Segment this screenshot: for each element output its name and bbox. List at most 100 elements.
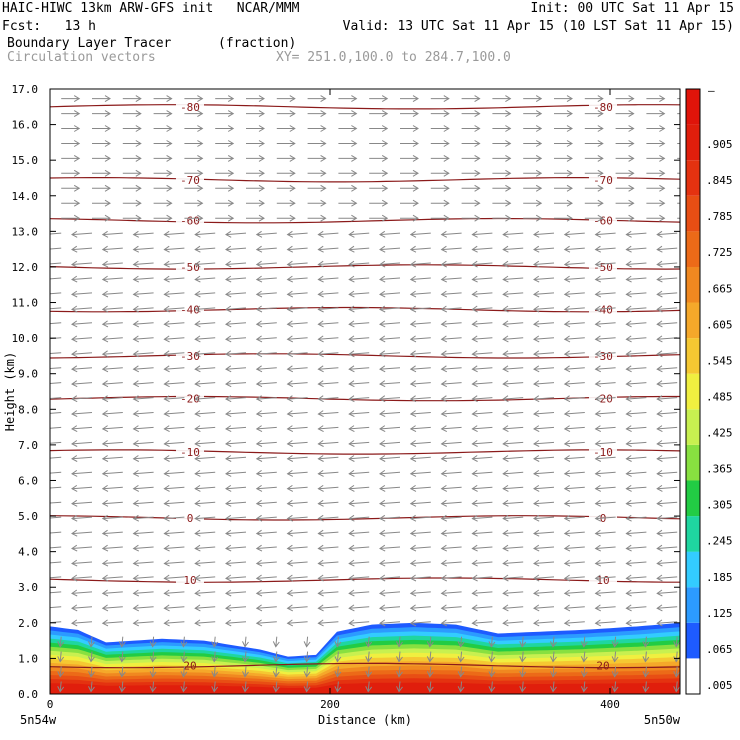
vector-arrowhead — [303, 686, 311, 693]
vector-arrowhead — [563, 484, 571, 492]
vector-arrow — [102, 412, 123, 415]
vector-arrow — [225, 322, 247, 325]
vector-arrowhead — [71, 230, 78, 238]
vector-arrowhead — [625, 260, 632, 268]
vector-arrowhead — [440, 305, 448, 313]
vector-arrowhead — [351, 125, 358, 132]
vector-arrowhead — [194, 350, 201, 358]
vector-arrowhead — [348, 230, 355, 238]
vector-arrow — [441, 426, 462, 430]
vector-arrowhead — [149, 641, 157, 648]
vector-arrow — [657, 247, 678, 251]
colorbar-swatch — [686, 516, 700, 552]
vector-arrow — [657, 307, 678, 310]
vector-arrow — [50, 247, 62, 250]
vector-arrow — [441, 606, 462, 609]
vector-arrow — [657, 546, 678, 549]
vector-arrow — [564, 576, 585, 579]
vector-arrowhead — [104, 140, 111, 147]
vector-arrow — [71, 322, 93, 325]
vector-arrow — [564, 397, 585, 400]
vector-arrow — [521, 681, 524, 692]
vector-arrowhead — [563, 455, 571, 462]
colorbar-label: .365 — [706, 463, 733, 476]
vector-arrowhead — [180, 641, 188, 648]
vector-arrow — [521, 666, 524, 677]
vector-arrow — [410, 367, 431, 370]
vector-arrowhead — [255, 245, 263, 253]
vector-arrowhead — [656, 275, 663, 283]
vector-arrowhead — [286, 260, 294, 268]
contour-line — [50, 353, 680, 359]
vector-arrowhead — [443, 140, 450, 147]
contour-label: -50 — [593, 261, 613, 274]
contour-line — [50, 177, 680, 183]
vector-arrowhead — [412, 154, 419, 162]
vector-arrowhead — [225, 305, 232, 313]
vector-arrow — [287, 232, 308, 236]
vector-arrowhead — [502, 410, 509, 418]
vector-arrowhead — [502, 335, 509, 343]
vector-arrow — [583, 681, 586, 692]
vector-arrow — [121, 666, 124, 677]
vector-arrowhead — [471, 395, 478, 403]
vector-arrowhead — [379, 350, 386, 358]
vector-arrow — [50, 606, 62, 609]
vector-arrow — [318, 456, 339, 460]
vector-arrowhead — [381, 214, 389, 222]
colorbar-swatch — [686, 160, 700, 196]
x-tick-label: 200 — [320, 698, 340, 711]
vector-arrowhead — [104, 95, 111, 103]
vector-arrow — [349, 412, 370, 415]
vector-arrowhead — [659, 154, 666, 162]
vector-arrow — [225, 471, 247, 475]
vector-arrow — [256, 352, 277, 355]
vector-arrow — [133, 397, 154, 400]
vector-arrowhead — [101, 544, 109, 552]
vector-arrowhead — [101, 245, 109, 253]
vector-arrowhead — [535, 214, 543, 222]
contour-label: -30 — [180, 350, 200, 363]
vector-arrowhead — [242, 641, 249, 648]
vector-arrow — [675, 636, 678, 647]
vector-arrow — [102, 456, 123, 460]
vector-arrowhead — [659, 125, 666, 132]
vector-arrow — [287, 531, 308, 535]
vector-arrow — [287, 471, 308, 475]
vector-arrow — [318, 546, 339, 549]
colorbar-swatch — [686, 551, 700, 588]
vector-arrow — [595, 426, 616, 430]
vector-arrowhead — [563, 290, 571, 298]
vector-arrow — [133, 337, 154, 340]
vector-arrow — [441, 441, 462, 445]
vector-arrowhead — [132, 320, 140, 328]
vector-arrow — [50, 397, 62, 399]
vector-arrowhead — [535, 125, 543, 132]
vector-arrowhead — [443, 184, 450, 192]
vector-arrowhead — [227, 110, 235, 118]
vector-arrowhead — [225, 469, 232, 477]
vector-arrow — [318, 337, 339, 340]
vector-arrow — [441, 621, 462, 624]
vector-arrowhead — [535, 169, 543, 177]
vector-arrow — [626, 426, 647, 430]
vector-arrowhead — [132, 305, 140, 313]
vector-arrow — [225, 576, 247, 579]
vector-arrow — [367, 681, 370, 692]
vector-arrowhead — [73, 199, 81, 207]
vector-arrowhead — [502, 440, 509, 447]
vector-arrowhead — [502, 469, 509, 477]
vector-arrowhead — [348, 305, 355, 313]
vector-arrow — [133, 247, 154, 251]
vector-arrow — [379, 307, 401, 310]
vector-arrowhead — [474, 125, 481, 132]
vector-arrowhead — [163, 425, 170, 433]
vector-arrowhead — [594, 230, 602, 238]
vector-arrowhead — [258, 214, 265, 222]
vector-arrow — [256, 561, 277, 564]
vector-arrow — [626, 382, 647, 385]
vector-arrow — [164, 412, 185, 415]
vector-arrow — [71, 352, 93, 355]
vector-arrow — [164, 501, 185, 505]
vector-arrowhead — [255, 484, 263, 492]
